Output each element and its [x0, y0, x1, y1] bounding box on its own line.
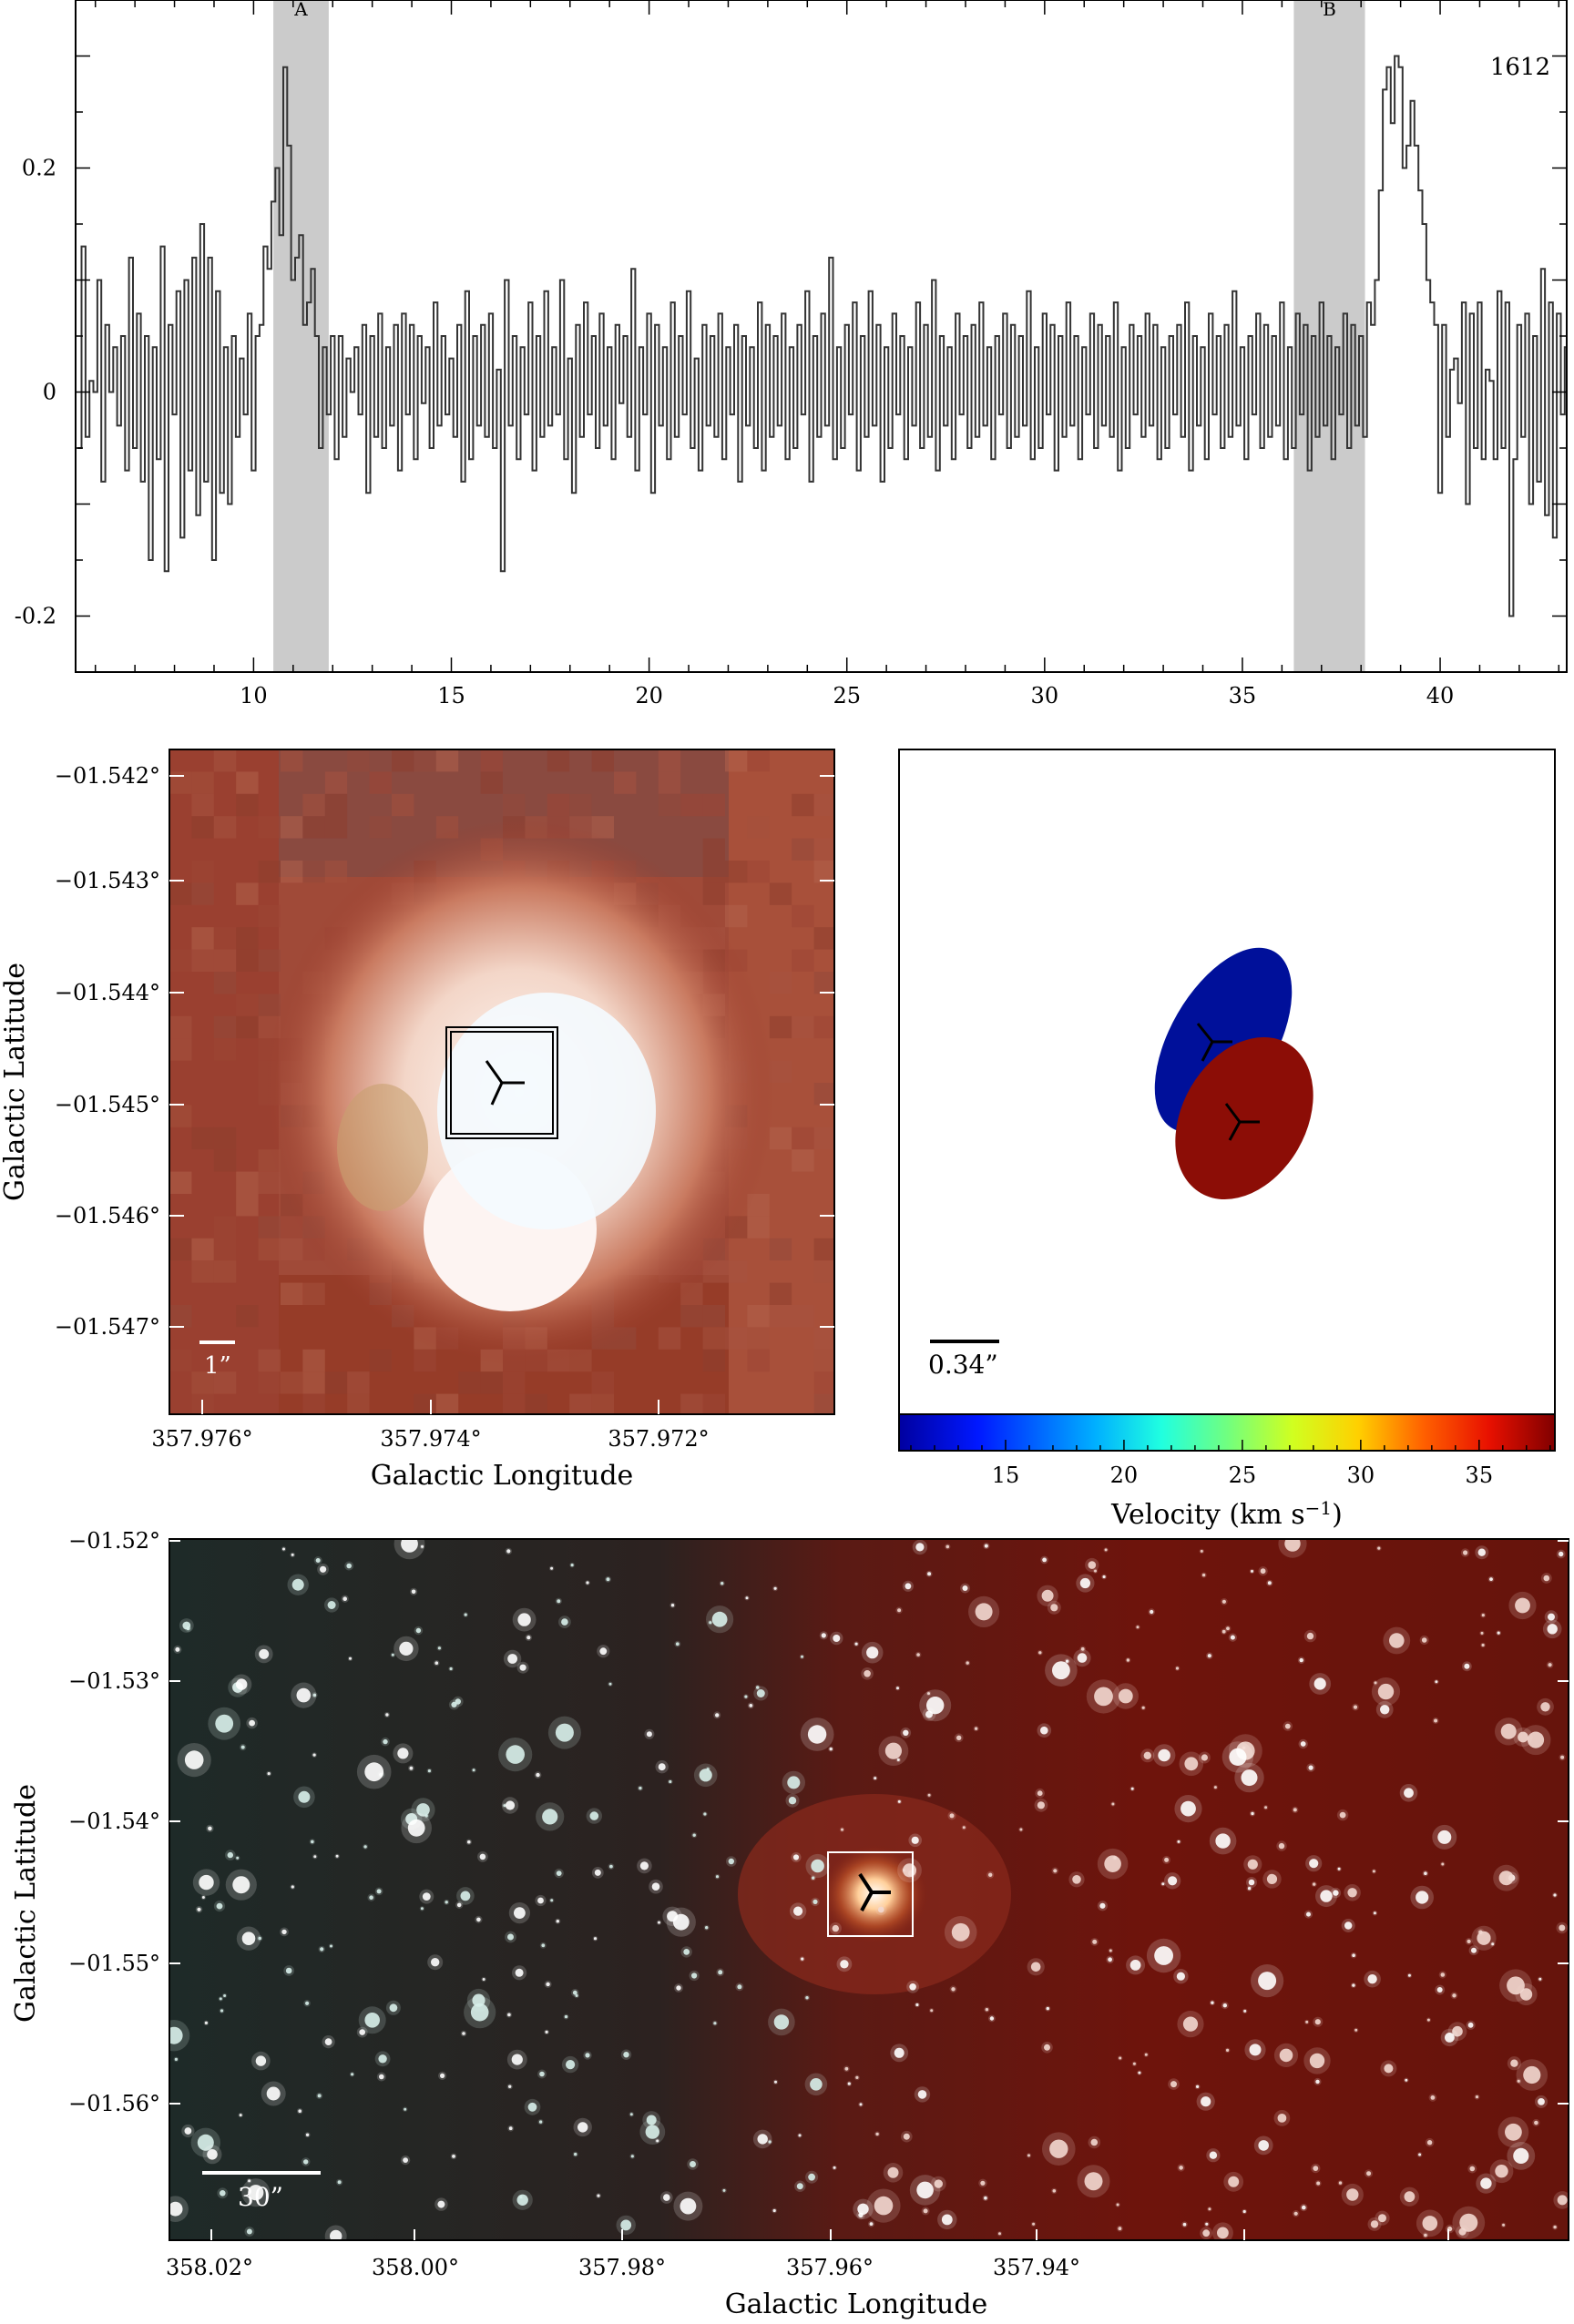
- zoom-y-tick-label: −01.542°: [55, 763, 160, 789]
- zoom-y-tick-label: −01.546°: [55, 1203, 160, 1228]
- field-x-axis-title: Galactic Longitude: [725, 2288, 988, 2320]
- region-A: [273, 0, 329, 672]
- zoom-y-tick-label: −01.547°: [55, 1314, 160, 1340]
- field-x-tick-label: 358.00°: [372, 2255, 459, 2280]
- zoom-y-axis-title: Galactic Latitude: [0, 963, 31, 1201]
- colorbar-tick-label: 25: [1229, 1463, 1257, 1488]
- zoom-image: [169, 749, 834, 1414]
- zoom-image-frame: [169, 749, 835, 1415]
- spectrum-y-axis: 0.2 0 -0.2: [15, 0, 1567, 673]
- source-marker-icon: [485, 1060, 525, 1106]
- zoom-scale-bar-label: 1”: [204, 1352, 231, 1380]
- field-y-axis: −01.52° −01.53° −01.54° −01.55° −01.56°: [68, 1528, 1569, 2116]
- field-y-tick-label: −01.56°: [68, 2091, 160, 2116]
- zoom-x-axis: 357.976° 357.974° 357.972°: [151, 1400, 710, 1452]
- field-image-frame: [169, 1538, 1569, 2241]
- field-y-axis-title: Galactic Latitude: [10, 1784, 42, 2023]
- zoom-y-axis: −01.542° −01.543° −01.544° −01.545° −01.546°…: [55, 763, 834, 1340]
- field-source-box: [827, 1851, 914, 1937]
- field-y-tick-label: −01.54°: [68, 1809, 160, 1834]
- spectrum-label: 1612: [1490, 54, 1550, 81]
- spectrum-x-tick-label: 40: [1426, 683, 1455, 708]
- region-label-B: B: [1323, 0, 1336, 20]
- field-x-tick-label: 357.96°: [786, 2255, 874, 2280]
- field-y-tick-label: −01.53°: [68, 1668, 160, 1694]
- zoom-x-tick-label: 357.972°: [608, 1426, 709, 1452]
- field-x-tick-label: 357.94°: [993, 2255, 1080, 2280]
- field-scale-bar-label: 30”: [238, 2182, 283, 2212]
- spectrum-series-line: [77, 55, 1567, 617]
- field-y-tick-label: −01.52°: [68, 1528, 160, 1554]
- zoom-y-tick-label: −01.543°: [55, 868, 160, 893]
- spectrum-y-tick-label: 0: [43, 380, 56, 405]
- field-x-tick-label: 358.02°: [166, 2255, 253, 2280]
- maser-spot-A: [1154, 947, 1293, 1133]
- source-box-outer: [445, 1026, 558, 1139]
- colorbar-tick-label: 35: [1466, 1463, 1494, 1488]
- spectrum-x-tick-label: 20: [635, 683, 663, 708]
- zoom-y-tick-label: −01.544°: [55, 980, 160, 1005]
- field-x-axis: 358.02° 358.00° 357.98° 357.96° 357.94°: [166, 2229, 1449, 2280]
- spectrum-x-tick-label: 30: [1031, 683, 1059, 708]
- spots-scale-bar-label: 0.34”: [928, 1350, 998, 1380]
- spectrum-y-tick-label: -0.2: [15, 604, 56, 629]
- field-image: [169, 1539, 1569, 2240]
- spot-B-marker-icon: [1224, 1103, 1260, 1141]
- source-box-inner: [450, 1031, 554, 1135]
- field-image-panel: 30” 358.02° 358.00° 357.98° 357.96° 357.94° …: [10, 1528, 1569, 2320]
- spot-A-marker-icon: [1196, 1023, 1232, 1062]
- field-source-marker-icon: [858, 1872, 891, 1911]
- colorbar-tick-label: 30: [1347, 1463, 1375, 1488]
- spectrum-x-tick-label: 35: [1229, 683, 1257, 708]
- spectrum-x-axis: 10 15 20 25 30 35 40: [94, 0, 1560, 708]
- velocity-colorbar: [898, 1413, 1556, 1452]
- colorbar-title: Velocity (km s−1): [1110, 1497, 1343, 1531]
- region-label-A: A: [293, 0, 308, 20]
- maser-spots-panel: 0.34” 15 20 25 30 35 Velocity (km s−1): [898, 749, 1556, 1531]
- zoom-image-panel: 1” 357.976° 357.974° 357.972° −01.542°−01.…: [0, 749, 835, 1492]
- spectrum-panel: 10 15 20 25 30 35 40 0.2 0 -0.2 1612 A B: [15, 0, 1568, 708]
- colorbar-tick-label: 15: [992, 1463, 1020, 1488]
- zoom-y-tick-label: −01.545°: [55, 1092, 160, 1117]
- spectrum-x-tick-label: 10: [240, 683, 268, 708]
- colorbar-axis: 15 20 25 30 35: [910, 1440, 1551, 1488]
- colorbar-tick-label: 20: [1110, 1463, 1139, 1488]
- spectrum-x-tick-label: 25: [833, 683, 861, 708]
- spectrum-y-tick-label: 0.2: [22, 156, 56, 181]
- zoom-x-axis-title: Galactic Longitude: [371, 1460, 634, 1492]
- spectrum-x-tick-label: 15: [437, 683, 465, 708]
- field-y-tick-label: −01.55°: [68, 1951, 160, 1976]
- zoom-x-tick-label: 357.976°: [151, 1426, 252, 1452]
- maser-spot-B: [1175, 1036, 1313, 1200]
- zoom-x-tick-label: 357.974°: [380, 1426, 481, 1452]
- field-x-tick-label: 357.98°: [578, 2255, 666, 2280]
